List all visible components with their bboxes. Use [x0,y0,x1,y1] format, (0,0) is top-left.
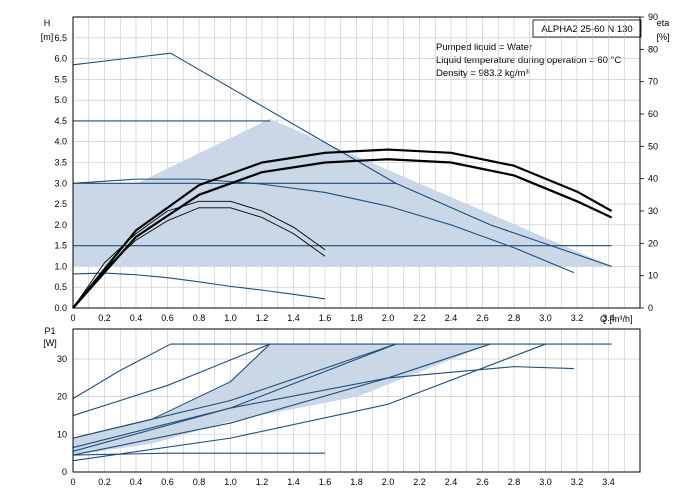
eta-tick-label: 70 [648,77,658,87]
upper-y-axis-unit: [m] [41,32,54,42]
eta-axis-label: eta [657,18,670,28]
x-tick-label: 2.8 [508,477,521,487]
efficiency-curve [72,200,326,309]
x-tick-label: 1.8 [350,313,363,323]
eta-tick-label: 10 [648,271,658,281]
x-tick-label: 1.0 [224,313,237,323]
y-tick-label: 30 [57,354,67,364]
y-tick-label: 0.0 [54,303,67,313]
y-tick-label: 2.5 [54,199,67,209]
eta-tick-label: 60 [648,109,658,119]
x-tick-label: 0.8 [193,477,206,487]
performance-curve [72,52,171,66]
x-tick-label: 3.4 [602,477,615,487]
x-tick-label: 2.4 [445,477,458,487]
x-tick-label: 0.4 [130,477,143,487]
y-tick-label: 1.5 [54,241,67,251]
x-tick-label: 0 [70,477,75,487]
y-tick-label: 4.5 [54,116,67,126]
x-tick-label: 0.6 [161,313,174,323]
x-tick-label: 2.0 [382,477,395,487]
performance-curve [72,343,397,439]
eta-tick-label: 20 [648,238,658,248]
eta-axis-unit: [%] [656,32,669,42]
x-tick-label: 3.2 [571,477,584,487]
x-tick-label: 3.2 [571,313,584,323]
upper-y-axis-label: H [44,18,51,28]
annotation-temperature: Liquid temperature during operation = 60… [436,55,621,66]
y-tick-label: 0 [62,467,67,477]
x-tick-label: 0.8 [193,313,206,323]
performance-curve [72,178,575,274]
x-tick-label: 1.4 [287,477,300,487]
eta-tick-label: 90 [648,12,658,22]
operating-range-area [73,183,396,244]
performance-curve [72,343,491,456]
lower-y-axis-label: P1 [44,326,55,336]
y-tick-label: 5.5 [54,74,67,84]
eta-tick-label: 40 [648,174,658,184]
x-tick-label: 0.4 [130,313,143,323]
lower-y-axis-unit: [W] [43,338,57,348]
x-tick-label: 0 [70,313,75,323]
x-tick-label: 1.8 [350,477,363,487]
plot-frame [72,328,641,473]
performance-curve [72,452,325,456]
x-tick-label: 3.0 [539,477,552,487]
y-tick-label: 10 [57,429,67,439]
performance-curve [72,343,271,417]
y-tick-label: 1.0 [54,261,67,271]
x-tick-label: 2.2 [413,313,426,323]
y-tick-label: 6.0 [54,54,67,64]
eta-tick-label: 80 [648,44,658,54]
eta-tick-label: 50 [648,141,658,151]
y-tick-label: 4.0 [54,137,67,147]
plot-frame [72,16,641,309]
efficiency-curve [72,148,613,309]
annotation-liquid: Pumped liquid = Water [436,42,532,53]
x-tick-label: 1.2 [256,477,269,487]
x-tick-label: 1.0 [224,477,237,487]
operating-range-area [73,344,491,456]
eta-tick-label: 30 [648,206,658,216]
y-tick-label: 3.5 [54,158,67,168]
x-tick-label: 2.8 [508,313,521,323]
x-tick-label: 2.0 [382,313,395,323]
performance-curve [72,366,574,449]
performance-curve [72,343,546,462]
y-tick-label: 20 [57,392,67,402]
chart-title-box [532,19,642,38]
eta-tick-label: 0 [648,303,653,313]
y-tick-label: 5.0 [54,95,67,105]
y-tick-label: 0.5 [54,282,67,292]
y-tick-label: 6.5 [54,33,67,43]
x-axis-label: Q [m³/h] [600,314,633,324]
x-tick-label: 3.4 [602,313,615,323]
x-tick-label: 2.2 [413,477,426,487]
x-tick-label: 2.6 [476,477,489,487]
y-tick-label: 2.0 [54,220,67,230]
x-tick-label: 2.6 [476,313,489,323]
chart-title: ALPHA2 25-60 N 130 [541,24,632,35]
x-tick-label: 0.2 [98,313,111,323]
x-tick-label: 0.2 [98,477,111,487]
x-tick-label: 3.0 [539,313,552,323]
x-tick-label: 1.2 [256,313,269,323]
x-tick-label: 0.6 [161,477,174,487]
x-tick-label: 2.4 [445,313,458,323]
x-tick-label: 1.4 [287,313,300,323]
performance-curve [72,343,171,400]
performance-curve [72,272,326,300]
efficiency-curve [72,158,613,309]
x-tick-label: 1.6 [319,313,332,323]
x-tick-label: 1.6 [319,477,332,487]
y-tick-label: 3.0 [54,178,67,188]
